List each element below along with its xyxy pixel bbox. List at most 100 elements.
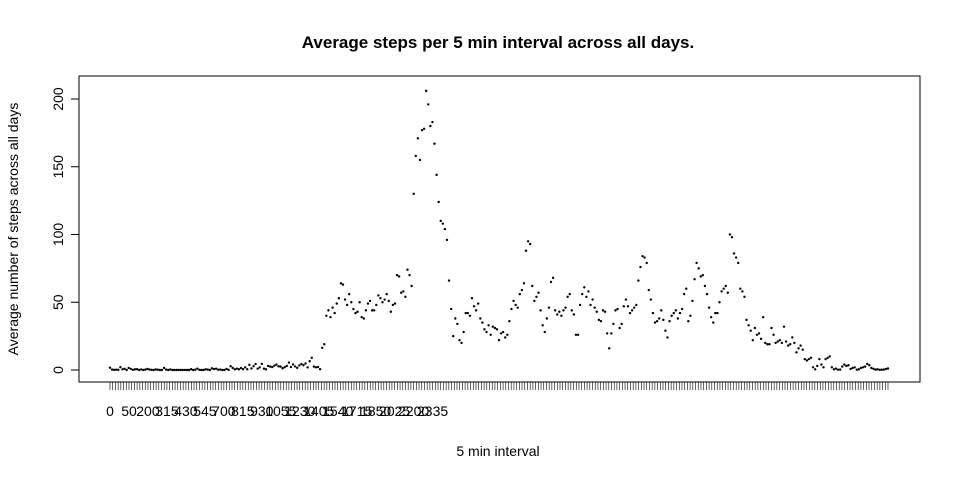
data-point xyxy=(308,359,311,363)
data-point xyxy=(818,357,821,361)
data-point xyxy=(372,309,376,312)
data-point xyxy=(300,362,303,366)
data-point xyxy=(356,310,359,313)
data-point xyxy=(718,301,721,304)
x-axis: 0 50 2003154305457008159301055123014051540… xyxy=(106,381,889,419)
data-point xyxy=(464,311,467,315)
data-point xyxy=(196,367,199,370)
data-point xyxy=(167,368,170,372)
data-point xyxy=(216,368,220,371)
data-point xyxy=(506,333,509,336)
data-point xyxy=(801,348,804,351)
data-point xyxy=(543,330,546,334)
data-point xyxy=(429,124,432,128)
data-point xyxy=(422,127,426,131)
data-point xyxy=(241,367,245,371)
data-point xyxy=(795,351,798,354)
data-point xyxy=(179,368,182,372)
data-point xyxy=(803,357,806,361)
data-point xyxy=(826,356,829,360)
data-point xyxy=(481,321,484,324)
data-point xyxy=(200,368,203,372)
data-point xyxy=(732,252,736,255)
data-point xyxy=(393,302,397,305)
data-point xyxy=(510,307,513,311)
data-point xyxy=(705,292,709,296)
data-point xyxy=(514,303,517,307)
data-point xyxy=(158,368,162,372)
data-point xyxy=(110,368,114,371)
x-tick-label: 700 xyxy=(212,403,236,419)
data-point xyxy=(439,219,442,223)
data-point xyxy=(774,341,777,345)
data-point xyxy=(237,368,241,371)
data-point xyxy=(585,295,588,299)
x-tick-label: 1540 xyxy=(322,403,353,419)
data-point xyxy=(433,142,436,145)
data-point xyxy=(225,367,228,371)
data-point xyxy=(824,357,827,361)
data-point xyxy=(551,276,555,280)
data-point xyxy=(435,173,438,177)
data-point xyxy=(512,299,515,303)
data-point xyxy=(841,365,844,368)
data-point xyxy=(524,249,528,252)
data-point xyxy=(273,364,276,367)
data-point xyxy=(348,292,351,296)
data-point xyxy=(233,368,237,371)
data-point xyxy=(797,347,800,350)
data-point xyxy=(886,367,890,370)
data-point xyxy=(495,328,499,331)
x-tick-label: 430 xyxy=(174,403,198,419)
data-point xyxy=(447,279,451,282)
data-point xyxy=(847,364,850,367)
data-point xyxy=(601,309,605,312)
data-point xyxy=(768,343,771,346)
data-point xyxy=(366,302,370,305)
data-point xyxy=(533,299,536,303)
data-point xyxy=(504,336,507,339)
data-point xyxy=(813,368,817,371)
data-point xyxy=(570,309,574,312)
data-point xyxy=(647,288,650,292)
data-point xyxy=(362,317,365,320)
data-point xyxy=(402,290,405,293)
data-point xyxy=(807,357,811,361)
data-point xyxy=(620,322,623,326)
data-point xyxy=(668,320,671,323)
data-point xyxy=(339,282,343,285)
data-point xyxy=(693,278,696,281)
data-point xyxy=(637,279,640,282)
data-point xyxy=(329,315,332,319)
data-point xyxy=(150,368,153,372)
data-point xyxy=(764,341,767,345)
data-point xyxy=(410,284,413,288)
data-point xyxy=(281,367,284,370)
x-tick-label: 2025 xyxy=(379,403,410,419)
data-point xyxy=(479,317,482,320)
data-point xyxy=(782,325,786,328)
data-point xyxy=(416,137,420,140)
data-point xyxy=(391,303,395,307)
data-point xyxy=(108,366,112,369)
data-point xyxy=(169,368,172,371)
data-point xyxy=(177,368,180,372)
data-point xyxy=(832,368,836,371)
data-point xyxy=(518,292,521,296)
data-point xyxy=(343,298,347,301)
chart-title: Average steps per 5 min interval across … xyxy=(302,33,694,52)
data-point xyxy=(682,292,686,296)
data-point xyxy=(520,288,524,292)
data-point xyxy=(112,368,116,372)
data-point xyxy=(822,366,825,369)
data-point xyxy=(458,338,461,342)
data-point xyxy=(641,254,644,258)
data-point xyxy=(811,366,815,369)
data-point xyxy=(707,306,711,309)
data-point xyxy=(493,326,497,330)
data-point xyxy=(119,365,122,369)
data-point xyxy=(564,306,567,309)
data-point xyxy=(820,363,823,366)
data-point xyxy=(670,314,673,317)
data-point xyxy=(454,317,457,320)
